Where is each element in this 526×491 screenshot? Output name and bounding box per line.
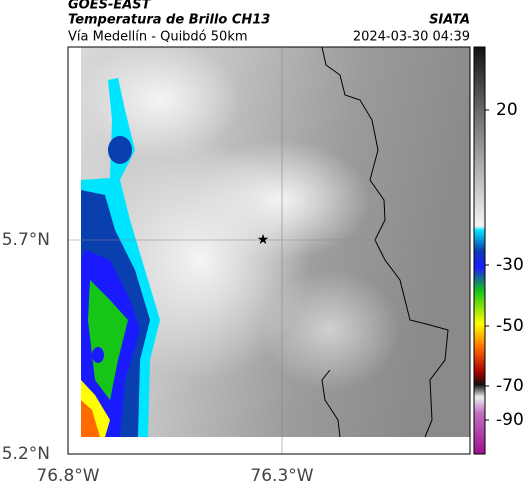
satellite: GOES-EAST bbox=[68, 0, 152, 13]
lon-tick-label: 76.3°W bbox=[250, 466, 313, 486]
colorbar-tick-label: -70 bbox=[496, 376, 524, 396]
city-marker: ★ bbox=[257, 232, 270, 248]
frame bbox=[67, 46, 471, 455]
colorbar-tick-label: -50 bbox=[496, 316, 524, 336]
colorbar-tick-label: -30 bbox=[496, 255, 524, 275]
lat-tick-label: 5.7°N bbox=[2, 230, 50, 250]
route: Vía Medellín - Quibdó 50km bbox=[68, 30, 248, 45]
source: SIATA bbox=[429, 13, 470, 28]
lat-tick-label: 5.2°N bbox=[2, 444, 50, 464]
product: Temperatura de Brillo CH13 bbox=[68, 13, 270, 28]
imagery bbox=[80, 40, 470, 438]
colorbar bbox=[473, 46, 489, 455]
datetime: 2024-03-30 04:39 bbox=[353, 30, 470, 45]
colorbar-tick-label: -90 bbox=[496, 410, 524, 430]
colorbar-tick-label: 20 bbox=[496, 100, 518, 120]
lon-tick-label: 76.8°W bbox=[36, 466, 99, 486]
